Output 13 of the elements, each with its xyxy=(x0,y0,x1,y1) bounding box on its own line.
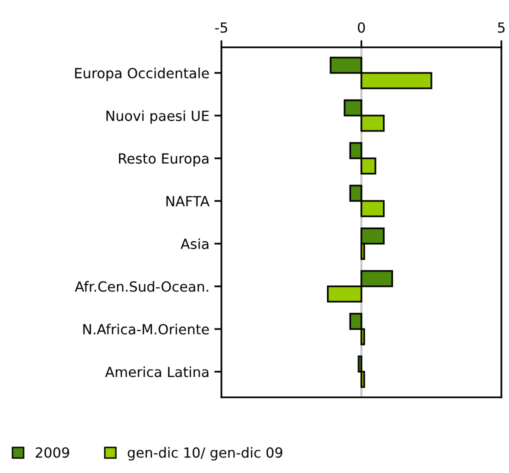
y-tick-label: NAFTA xyxy=(166,196,210,206)
y-tick-label: Nuovi paesi UE xyxy=(106,110,209,124)
x-tick-label: -5 xyxy=(215,22,228,33)
y-tick-label: Afr.Cen.Sud-Ocean. xyxy=(74,281,208,292)
y-tick-label: Europa Occidentale xyxy=(75,68,209,82)
legend-label: 2009 xyxy=(36,447,70,458)
y-tick-label: N.Africa-M.Oriente xyxy=(83,324,209,334)
y-tick-label: Asia xyxy=(180,238,208,250)
x-tick-label: 0 xyxy=(358,22,365,33)
y-tick-label: Resto Europa xyxy=(119,153,208,166)
y-tick-label: America Latina xyxy=(105,366,208,378)
x-tick-label: 5 xyxy=(498,22,505,33)
legend-label: gen-dic 10/ gen-dic 09 xyxy=(128,447,282,460)
